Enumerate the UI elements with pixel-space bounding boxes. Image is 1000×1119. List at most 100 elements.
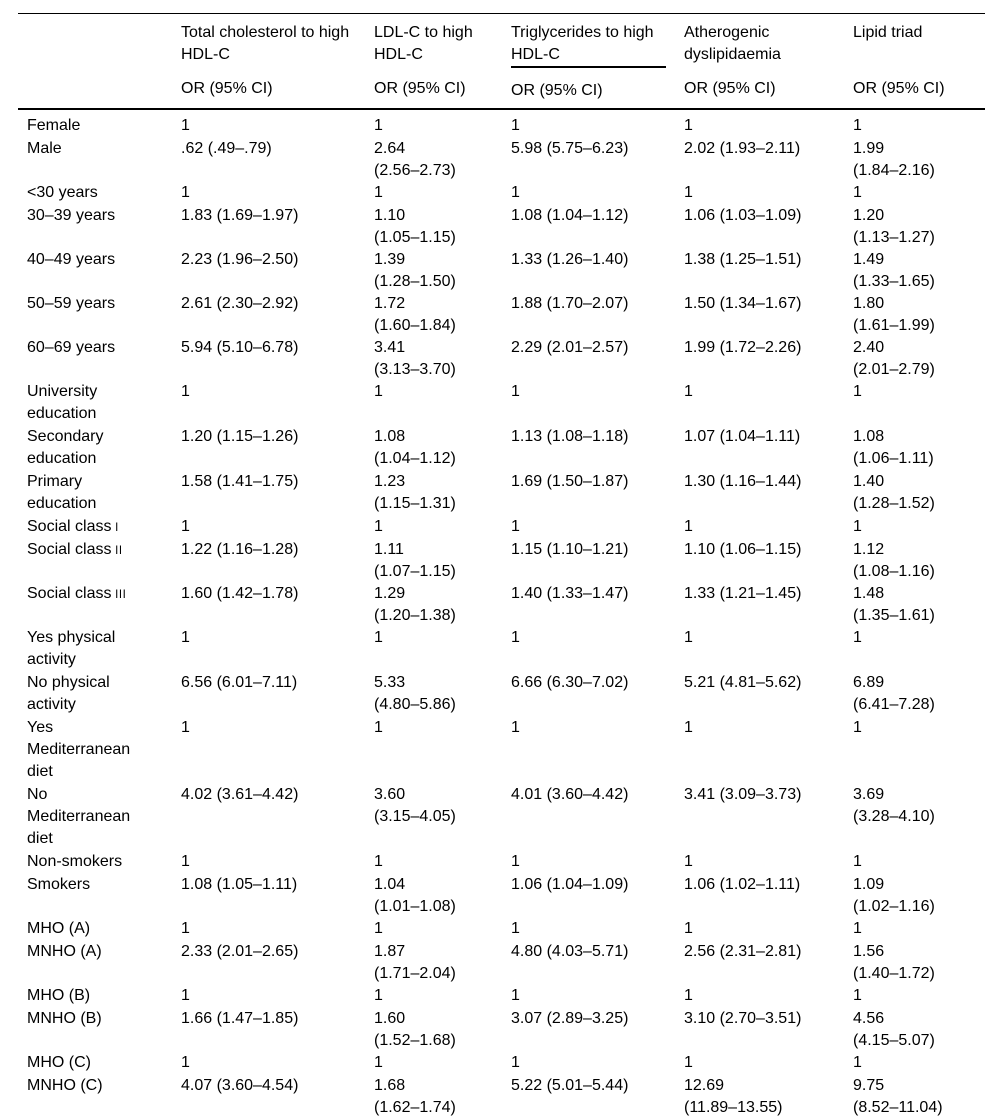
row-label-text: Female — [27, 117, 81, 134]
or-ci-cell: 1 — [181, 987, 190, 1004]
row-label-text: No Mediterranean diet — [27, 786, 131, 847]
row-label-suffix: I — [111, 522, 119, 534]
table-row: MHO (A) 1 1 1 1 1 — [18, 918, 985, 941]
table-header: Total cholesterol to high HDL-C OR (95% … — [18, 13, 985, 110]
or-ci-cell: 1.80 (1.61–1.99) — [853, 295, 935, 334]
or-ci-cell: 5.98 (5.75–6.23) — [511, 140, 629, 157]
or-ci-cell: 1 — [374, 184, 383, 201]
or-ci-cell: 4.56 (4.15–5.07) — [853, 1010, 935, 1049]
or-ci-cell: 1.33 (1.26–1.40) — [511, 251, 629, 268]
or-ci-cell: 1 — [853, 853, 862, 870]
row-label: Social class III — [18, 583, 181, 627]
or-ci-cell: 1.83 (1.69–1.97) — [181, 207, 299, 224]
row-label-text: Social class — [27, 585, 112, 602]
or-ci-cell: 1.04 (1.01–1.08) — [374, 876, 456, 915]
or-ci-cell: 1.40 (1.28–1.52) — [853, 473, 935, 512]
column-header-triglycerides: Triglycerides to high HDL-C OR (95% CI) — [511, 13, 684, 110]
row-label-text: Social class — [27, 541, 112, 558]
or-ci-cell: 3.07 (2.89–3.25) — [511, 1010, 629, 1027]
or-ci-cell: 1 — [181, 719, 190, 736]
or-ci-cell: 2.33 (2.01–2.65) — [181, 943, 299, 960]
or-ci-cell: 9.75 (8.52–11.04) — [853, 1077, 943, 1116]
header-row: Total cholesterol to high HDL-C OR (95% … — [18, 13, 985, 110]
or-ci-cell: 1 — [684, 1054, 693, 1071]
or-ci-cell: 2.56 (2.31–2.81) — [684, 943, 802, 960]
or-ci-cell: 1.66 (1.47–1.85) — [181, 1010, 299, 1027]
or-ci-cell: 1 — [853, 987, 862, 1004]
table-row: Social class III 1.60 (1.42–1.78) 1.29 (… — [18, 583, 985, 627]
row-label-column-header — [18, 13, 181, 110]
or-ci-cell: 1.10 (1.05–1.15) — [374, 207, 456, 246]
row-label-text: <30 years — [27, 184, 98, 201]
column-header-atherogenic-dyslipidaemia: Atherogenic dyslipidaemia OR (95% CI) — [684, 13, 853, 110]
table-row: MNHO (B) 1.66 (1.47–1.85) 1.60 (1.52–1.6… — [18, 1008, 985, 1052]
or-ci-cell: 1.07 (1.04–1.11) — [684, 428, 801, 445]
or-ci-cell: 1.48 (1.35–1.61) — [853, 585, 935, 624]
or-ci-cell: 3.60 (3.15–4.05) — [374, 786, 456, 825]
or-ci-cell: 2.40 (2.01–2.79) — [853, 339, 935, 378]
or-ci-cell: 5.33 (4.80–5.86) — [374, 674, 456, 713]
or-ci-cell: 1.99 (1.72–2.26) — [684, 339, 802, 356]
or-ci-cell: 1 — [511, 184, 520, 201]
or-ci-cell: 1 — [684, 853, 693, 870]
or-ci-cell: 2.23 (1.96–2.50) — [181, 251, 299, 268]
or-ci-cell: 1.13 (1.08–1.18) — [511, 428, 629, 445]
row-label: MNHO (C) — [18, 1075, 181, 1119]
row-label: MHO (B) — [18, 985, 181, 1008]
or-ci-cell: 1 — [374, 987, 383, 1004]
column-subtitle: OR (95% CI) — [684, 80, 776, 97]
or-ci-cell: 1 — [374, 518, 383, 535]
table-row: No Mediterranean diet 4.02 (3.61–4.42) 3… — [18, 784, 985, 851]
row-label-text: Primary education — [27, 473, 97, 512]
column-title: Triglycerides to high HDL-C — [511, 22, 666, 68]
row-label: Social class II — [18, 539, 181, 583]
row-label-suffix: II — [111, 545, 123, 557]
table-row: MNHO (C) 4.07 (3.60–4.54) 1.68 (1.62–1.7… — [18, 1075, 985, 1119]
row-label-text: MNHO (C) — [27, 1077, 103, 1094]
table-row: 40–49 years 2.23 (1.96–2.50) 1.39 (1.28–… — [18, 249, 985, 293]
or-ci-cell: 1 — [511, 920, 520, 937]
or-ci-cell: 1.20 (1.13–1.27) — [853, 207, 935, 246]
table-row: No physical activity 6.56 (6.01–7.11) 5.… — [18, 672, 985, 717]
or-ci-cell: 1.15 (1.10–1.21) — [511, 541, 629, 558]
or-ci-cell: 1 — [374, 1054, 383, 1071]
or-ci-cell: 1.12 (1.08–1.16) — [853, 541, 935, 580]
row-label: University education — [18, 381, 181, 426]
row-label-suffix: III — [111, 589, 127, 601]
or-ci-cell: 2.02 (1.93–2.11) — [684, 140, 801, 157]
row-label-text: 50–59 years — [27, 295, 116, 312]
or-ci-cell: 1.22 (1.16–1.28) — [181, 541, 299, 558]
or-ci-cell: 1.20 (1.15–1.26) — [181, 428, 299, 445]
or-ci-cell: 1 — [684, 518, 693, 535]
or-ci-cell: 1.87 (1.71–2.04) — [374, 943, 456, 982]
or-ci-cell: .62 (.49–.79) — [181, 140, 272, 157]
or-ci-cell: 1.69 (1.50–1.87) — [511, 473, 629, 490]
row-label: Female — [18, 109, 181, 138]
row-label: <30 years — [18, 182, 181, 205]
row-label-text: Yes Mediterranean diet — [27, 719, 131, 780]
or-ci-cell: 1 — [181, 117, 190, 134]
or-ci-cell: 5.94 (5.10–6.78) — [181, 339, 299, 356]
row-label-text: Secondary education — [27, 428, 104, 467]
or-ci-cell: 1.06 (1.03–1.09) — [684, 207, 802, 224]
or-ci-cell: 1.23 (1.15–1.31) — [374, 473, 456, 512]
or-ci-cell: 1.68 (1.62–1.74) — [374, 1077, 456, 1116]
column-subtitle: OR (95% CI) — [853, 80, 945, 97]
row-label: Yes physical activity — [18, 627, 181, 672]
row-label-text: Social class — [27, 518, 112, 535]
or-ci-cell: 4.07 (3.60–4.54) — [181, 1077, 299, 1094]
or-ci-cell: 6.56 (6.01–7.11) — [181, 674, 298, 691]
or-ci-cell: 1.30 (1.16–1.44) — [684, 473, 802, 490]
odds-ratio-table: Total cholesterol to high HDL-C OR (95% … — [18, 13, 985, 1119]
or-ci-cell: 1 — [511, 987, 520, 1004]
table-row: Male .62 (.49–.79) 2.64 (2.56–2.73) 5.98… — [18, 138, 985, 182]
table-row: Social class II 1.22 (1.16–1.28) 1.11 (1… — [18, 539, 985, 583]
or-ci-cell: 1.58 (1.41–1.75) — [181, 473, 299, 490]
or-ci-cell: 1 — [374, 853, 383, 870]
table-row: Non-smokers 1 1 1 1 1 — [18, 851, 985, 874]
or-ci-cell: 1 — [511, 518, 520, 535]
or-ci-cell: 1 — [853, 184, 862, 201]
or-ci-cell: 1 — [181, 853, 190, 870]
or-ci-cell: 5.22 (5.01–5.44) — [511, 1077, 629, 1094]
